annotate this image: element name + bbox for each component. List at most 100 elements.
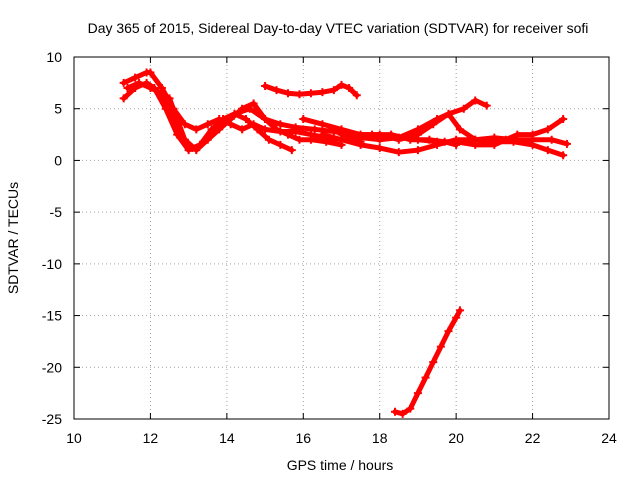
y-tick-label: 0 [54, 152, 62, 168]
y-tick-label: -25 [42, 411, 62, 427]
x-axis-ticks: 10 12 14 16 18 20 22 24 [66, 57, 617, 446]
data-series [119, 68, 571, 418]
data-point [433, 115, 442, 124]
chart-title: Day 365 of 2015, Sidereal Day-to-day VTE… [88, 20, 589, 36]
data-point [501, 135, 510, 144]
data-point [196, 140, 205, 149]
data-point [272, 86, 281, 95]
data-point [131, 73, 140, 82]
data-point [337, 130, 346, 139]
data-point [459, 104, 468, 113]
data-point [119, 94, 128, 103]
data-point [230, 109, 239, 118]
plot-frame [73, 56, 610, 420]
data-point [455, 125, 464, 134]
data-point [318, 88, 327, 97]
data-point [413, 125, 422, 134]
data-point [471, 96, 480, 105]
data-point [429, 358, 438, 367]
x-tick-label: 24 [601, 430, 617, 446]
data-point [295, 135, 304, 144]
data-point [375, 144, 384, 153]
data-point [180, 135, 189, 144]
x-tick-label: 16 [295, 430, 311, 446]
data-point [215, 115, 224, 124]
data-point [134, 78, 143, 87]
data-point [356, 133, 365, 142]
data-point [559, 151, 568, 160]
data-point [318, 120, 327, 129]
data-point [284, 89, 292, 98]
data-point [261, 115, 270, 124]
data-point [306, 89, 315, 98]
series-line [392, 307, 463, 417]
y-tick-label: -20 [42, 359, 62, 375]
data-point [398, 409, 407, 418]
data-point [287, 146, 296, 155]
data-point [394, 133, 403, 142]
data-point [261, 125, 270, 134]
x-axis-label: GPS time / hours [287, 457, 394, 473]
data-point [391, 407, 399, 416]
data-point [559, 115, 568, 124]
data-point [306, 135, 315, 144]
data-point [310, 125, 319, 134]
x-tick-label: 18 [372, 430, 388, 446]
data-point [490, 140, 499, 149]
data-point [394, 148, 403, 157]
data-point [345, 84, 354, 93]
series-track-10 [391, 306, 464, 418]
data-point [562, 139, 571, 148]
data-point [322, 137, 331, 146]
data-point [436, 342, 445, 351]
data-point [207, 130, 216, 139]
data-point [413, 389, 422, 398]
data-point [444, 327, 453, 336]
data-point [188, 144, 197, 153]
x-tick-label: 12 [143, 430, 159, 446]
y-tick-label: -5 [50, 204, 63, 220]
data-point [528, 130, 537, 139]
data-point [219, 120, 228, 129]
data-point [543, 146, 552, 155]
data-point [276, 120, 285, 129]
data-point [433, 137, 442, 146]
data-point [356, 140, 365, 149]
data-point [276, 140, 285, 149]
grid [74, 57, 609, 419]
y-tick-label: 10 [46, 49, 62, 65]
data-point [295, 90, 304, 99]
data-point [375, 135, 384, 144]
data-point [241, 115, 250, 124]
data-point [513, 130, 522, 139]
y-tick-label: 5 [54, 101, 62, 117]
data-point [471, 140, 480, 149]
data-point [299, 115, 308, 124]
x-tick-label: 10 [66, 430, 82, 446]
data-point [261, 81, 270, 90]
data-point [203, 120, 212, 129]
data-point [452, 313, 461, 322]
data-point [264, 135, 273, 144]
data-point [452, 137, 461, 146]
data-point [238, 125, 247, 134]
series-line [415, 116, 566, 148]
data-point [146, 68, 155, 77]
data-point [192, 125, 201, 134]
data-point [455, 306, 464, 315]
series-line [262, 82, 360, 98]
y-axis-label: SDTVAR / TECUs [5, 182, 21, 294]
data-point [352, 91, 361, 100]
data-point [173, 115, 182, 124]
x-tick-label: 22 [525, 430, 541, 446]
series-track-5 [261, 80, 361, 100]
y-tick-label: -10 [42, 256, 62, 272]
data-point [146, 84, 155, 93]
data-point [482, 101, 491, 110]
data-point [444, 109, 453, 118]
data-point [123, 84, 132, 93]
data-point [245, 104, 254, 113]
x-tick-label: 20 [448, 430, 464, 446]
data-point [119, 78, 128, 87]
